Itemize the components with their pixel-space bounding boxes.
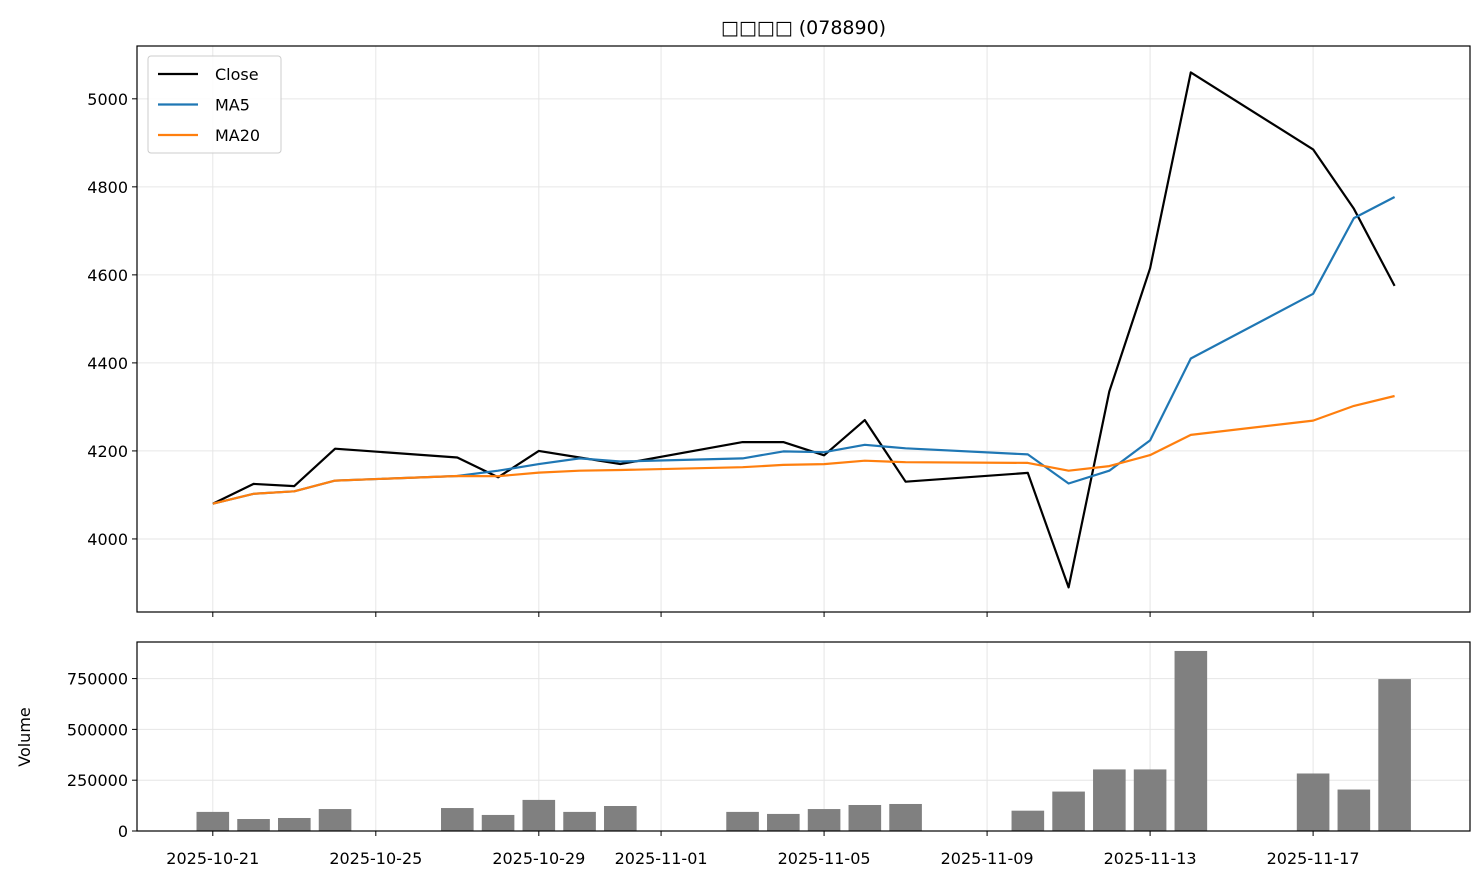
volume-bar — [522, 799, 556, 831]
y-tick-label: 500000 — [67, 720, 128, 739]
legend-label-close: Close — [215, 65, 259, 84]
volume-bar — [1378, 679, 1411, 831]
y-tick-label: 0 — [118, 822, 128, 841]
volume-bar — [1133, 769, 1167, 831]
volume-bar — [726, 811, 759, 831]
volume-bar — [481, 814, 515, 831]
legend-box — [147, 55, 282, 154]
legend-label-ma20: MA20 — [215, 126, 260, 145]
volume-bar — [1011, 810, 1045, 831]
volume-bar — [604, 806, 637, 831]
volume-bar — [1296, 773, 1330, 831]
legend: Close MA5 MA20 — [147, 55, 282, 154]
x-tick-label: 2025-10-29 — [492, 849, 585, 868]
y-tick-label: 4600 — [87, 266, 128, 285]
volume-bar — [848, 804, 882, 831]
volume-bar — [318, 809, 352, 831]
x-tick-label: 2025-11-17 — [1267, 849, 1360, 868]
x-tick-label: 2025-11-05 — [778, 849, 871, 868]
volume-axis-label: Volume — [15, 707, 34, 767]
volume-bar — [1174, 650, 1208, 831]
volume-bar — [1337, 789, 1371, 831]
price-axes-frame — [136, 45, 1471, 613]
x-tick-label: 2025-10-21 — [166, 849, 259, 868]
y-tick-label: 4200 — [87, 442, 128, 461]
volume-bar — [767, 813, 800, 831]
y-tick-label: 4800 — [87, 178, 128, 197]
y-tick-label: 750000 — [67, 670, 128, 689]
x-tick-label: 2025-11-13 — [1104, 849, 1197, 868]
volume-bar — [1052, 791, 1085, 831]
volume-axes-frame — [136, 641, 1471, 832]
series-line-ma5 — [212, 196, 1396, 505]
y-tick-label: 4400 — [87, 354, 128, 373]
chart-title: □□□□ (078890) — [721, 17, 886, 39]
legend-label-ma5: MA5 — [215, 96, 250, 115]
y-tick-label: 5000 — [87, 90, 128, 109]
volume-bar — [278, 817, 311, 831]
x-tick-label: 2025-10-25 — [329, 849, 422, 868]
volume-bar — [807, 809, 841, 831]
series-line-close — [212, 71, 1396, 589]
volume-bar — [1093, 769, 1126, 831]
volume-bar — [889, 803, 922, 831]
x-tick-label: 2025-11-01 — [615, 849, 708, 868]
volume-bar — [441, 808, 474, 831]
volume-bar — [563, 811, 596, 831]
volume-bar — [237, 819, 270, 831]
volume-bar — [196, 811, 230, 831]
x-tick-label: 2025-11-09 — [941, 849, 1034, 868]
y-tick-label: 4000 — [87, 530, 128, 549]
series-line-ma20 — [212, 394, 1395, 505]
y-tick-label: 250000 — [67, 771, 128, 790]
